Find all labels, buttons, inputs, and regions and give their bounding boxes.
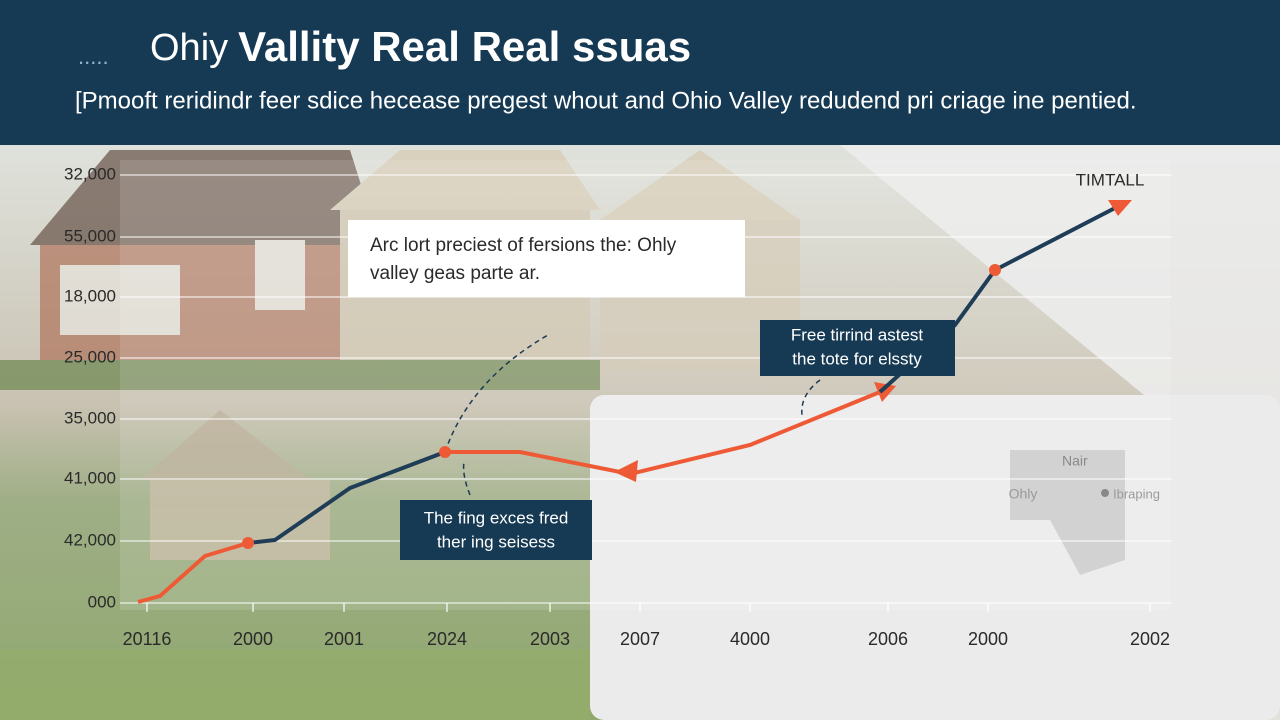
- arrowhead: [1108, 200, 1132, 216]
- x-tick-label: 2000: [233, 629, 273, 649]
- x-tick-label: 2003: [530, 629, 570, 649]
- lawn: [0, 650, 590, 720]
- legend-label: TIMTALL: [1076, 170, 1145, 189]
- callout-text: Free tirrind astest: [791, 325, 924, 344]
- y-tick-label: 55,000: [64, 226, 116, 245]
- callout-text: The fing exces fred: [424, 508, 569, 527]
- callout-box: [400, 500, 592, 560]
- trend-line-navy: [247, 450, 446, 545]
- header: [0, 0, 1280, 145]
- title-bold: Vallity Real Real ssuas: [238, 23, 691, 70]
- x-tick-label: 2001: [324, 629, 364, 649]
- header-title: Ohiy Vallity Real Real ssuas: [150, 23, 691, 70]
- arrowhead: [874, 382, 896, 402]
- x-tick-label: 2002: [1130, 629, 1170, 649]
- map-label: Ohly: [1009, 486, 1038, 502]
- x-tick-label: 4000: [730, 629, 770, 649]
- y-tick-label: 18,000: [64, 286, 116, 305]
- grid: [120, 174, 1172, 612]
- annotation-arrow: [444, 334, 549, 453]
- x-tick-label: 20116: [123, 629, 172, 649]
- point: [989, 264, 1001, 276]
- title-light: Ohiy: [150, 27, 228, 69]
- map-label: Ibraping: [1113, 486, 1160, 501]
- y-tick-label: 35,000: [64, 408, 116, 427]
- callout-text: ther ing seisess: [437, 532, 555, 551]
- arrowhead: [614, 460, 638, 482]
- point: [439, 446, 451, 458]
- y-tick-label: 000: [88, 592, 116, 611]
- x-tick-label: 2000: [968, 629, 1008, 649]
- callout-text: the tote for elssty: [792, 349, 922, 368]
- callout-box: [760, 320, 955, 376]
- y-tick-label: 25,000: [64, 347, 116, 366]
- map-dot: [1101, 489, 1109, 497]
- annotation-arrow: [801, 379, 821, 416]
- callout-box: [348, 220, 745, 297]
- y-tick-label: 42,000: [64, 530, 116, 549]
- x-tick-label: 2007: [620, 629, 660, 649]
- y-axis: 32,000 55,000 18,000 25,000 35,000 41,000 42,0…: [64, 164, 116, 611]
- x-tick-label: 2006: [868, 629, 908, 649]
- map-title: Nair: [1062, 453, 1088, 469]
- y-tick-label: 41,000: [64, 468, 116, 487]
- header-dots: .....: [78, 44, 109, 69]
- point: [242, 537, 254, 549]
- annotation-arrow: [462, 461, 471, 496]
- ohio-map: [1010, 450, 1125, 575]
- header-subtitle: [Pmooft reridindr feer sdice hecease pre…: [75, 87, 1137, 114]
- callout-text: valley geas parte ar.: [370, 263, 540, 284]
- callout-text: Arc lort preciest of fersions the: Ohly: [370, 235, 677, 256]
- y-tick-label: 32,000: [64, 164, 116, 183]
- x-tick-label: 2024: [427, 629, 467, 649]
- x-axis: 20116 2000 2001 2024 2003 2007 4000 2006 2000 200…: [123, 629, 1170, 649]
- trend-line-orange: [137, 541, 249, 604]
